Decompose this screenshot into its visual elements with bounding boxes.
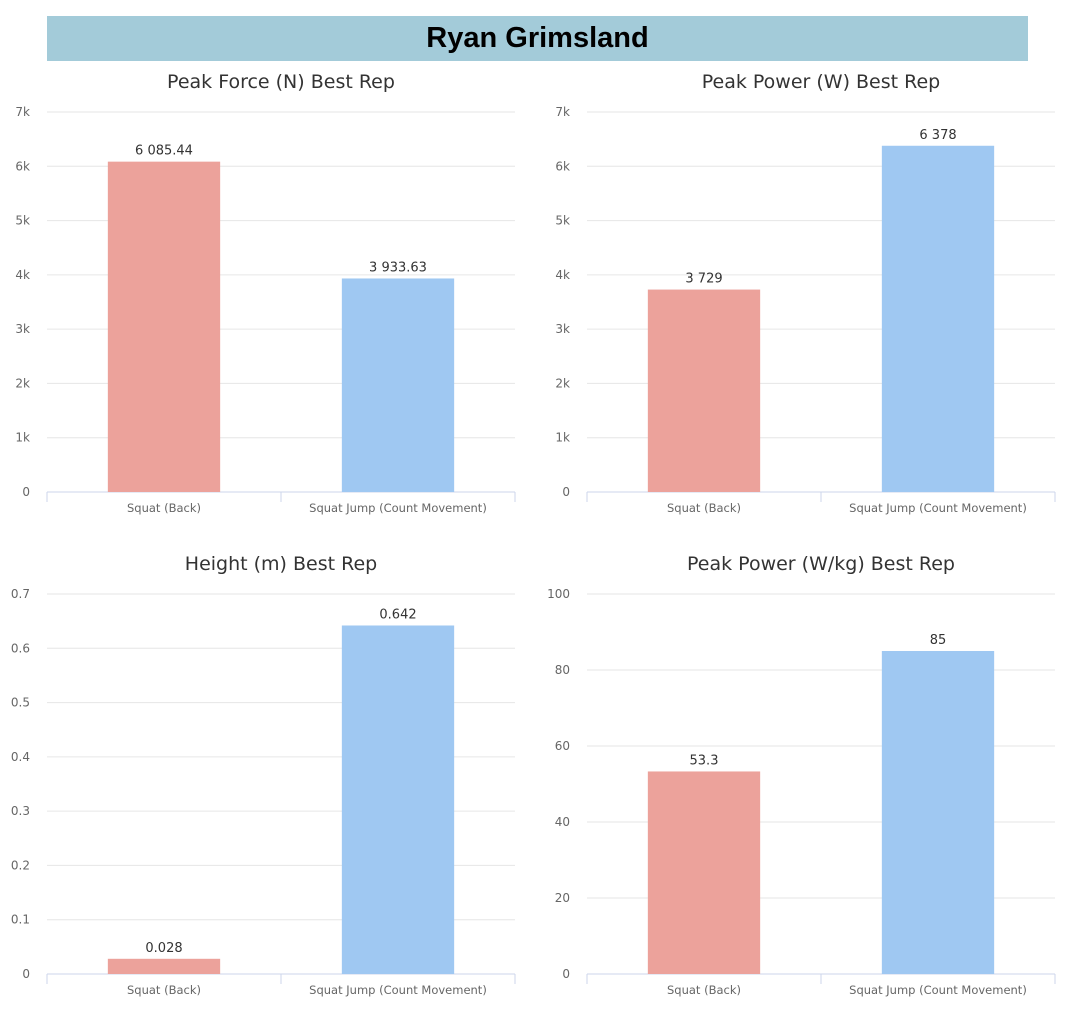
bar [647, 771, 761, 974]
chart-title: Height (m) Best Rep [185, 553, 377, 575]
bar [341, 625, 455, 974]
chart-height: Height (m) Best Rep 0 0.1 0.2 0.3 0.4 0.5 0.6 0.… [0, 544, 540, 1006]
chart-svg: Peak Power (W/kg) Best Rep 0 20 40 60 80 100 53… [547, 553, 1056, 997]
bar [881, 651, 995, 974]
y-tick-label: 1k [555, 431, 570, 445]
bar-value-label: 85 [930, 633, 947, 648]
chart-svg: Height (m) Best Rep 0 0.1 0.2 0.3 0.4 0.5 0.6 0.… [11, 553, 516, 997]
chart-title: Peak Power (W/kg) Best Rep [687, 553, 955, 575]
bar [647, 289, 761, 492]
y-tick-label: 80 [555, 663, 570, 677]
bar-value-label: 6 378 [919, 128, 956, 143]
y-tick-label: 0.1 [11, 913, 30, 927]
athlete-name: Ryan Grimsland [426, 22, 649, 54]
bar-value-label: 3 933.63 [369, 260, 427, 275]
bar [107, 161, 221, 492]
y-tick-label: 3k [15, 322, 30, 336]
x-category-label: Squat Jump (Count Movement) [849, 501, 1027, 515]
bar-value-label: 6 085.44 [135, 144, 193, 159]
chart-title: Peak Power (W) Best Rep [702, 71, 941, 93]
x-category-label: Squat (Back) [127, 983, 201, 997]
y-tick-label: 7k [15, 105, 30, 119]
x-category-label: Squat (Back) [667, 501, 741, 515]
y-tick-label: 4k [15, 268, 30, 282]
x-category-label: Squat Jump (Count Movement) [849, 983, 1027, 997]
y-tick-label: 0.6 [11, 641, 30, 655]
chart-peak-power: Peak Power (W) Best Rep 0 1k 2k 3k 4k 5k 6k 7k 3 … [540, 62, 1080, 524]
bar [341, 278, 455, 492]
x-category-label: Squat (Back) [127, 501, 201, 515]
y-tick-label: 7k [555, 105, 570, 119]
y-tick-label: 5k [555, 214, 570, 228]
y-tick-label: 0 [22, 967, 30, 981]
y-tick-label: 0.7 [11, 587, 30, 601]
y-tick-label: 100 [547, 587, 570, 601]
bar [881, 145, 995, 492]
bar-value-label: 53.3 [690, 753, 719, 768]
y-tick-label: 0 [562, 485, 570, 499]
y-tick-label: 5k [15, 214, 30, 228]
x-category-label: Squat (Back) [667, 983, 741, 997]
chart-title: Peak Force (N) Best Rep [167, 71, 395, 93]
y-tick-label: 0.3 [11, 804, 30, 818]
y-tick-label: 1k [15, 431, 30, 445]
y-tick-label: 40 [555, 815, 570, 829]
y-tick-label: 0 [22, 485, 30, 499]
y-tick-label: 2k [555, 376, 570, 390]
y-tick-label: 4k [555, 268, 570, 282]
y-tick-label: 3k [555, 322, 570, 336]
y-tick-label: 0.5 [11, 696, 30, 710]
chart-svg: Peak Force (N) Best Rep 0 1k 2k 3k 4k 5k 6k 7k 6 … [15, 71, 516, 515]
bar-value-label: 0.028 [145, 941, 182, 956]
chart-svg: Peak Power (W) Best Rep 0 1k 2k 3k 4k 5k 6k 7k 3 … [555, 71, 1056, 515]
y-tick-label: 60 [555, 739, 570, 753]
x-category-label: Squat Jump (Count Movement) [309, 983, 487, 997]
y-tick-label: 6k [555, 159, 570, 173]
bar-value-label: 3 729 [685, 272, 722, 287]
chart-peak-force: Peak Force (N) Best Rep 0 1k 2k 3k 4k 5k 6k 7k 6 … [0, 62, 540, 524]
y-tick-label: 0.2 [11, 858, 30, 872]
y-tick-label: 0 [562, 967, 570, 981]
bar [107, 958, 221, 974]
y-tick-label: 20 [555, 891, 570, 905]
y-tick-label: 6k [15, 159, 30, 173]
chart-peak-power-per-kg: Peak Power (W/kg) Best Rep 0 20 40 60 80 100 53… [540, 544, 1080, 1006]
athlete-banner: Ryan Grimsland [47, 16, 1028, 61]
y-tick-label: 0.4 [11, 750, 30, 764]
x-category-label: Squat Jump (Count Movement) [309, 501, 487, 515]
y-tick-label: 2k [15, 376, 30, 390]
bar-value-label: 0.642 [379, 607, 416, 622]
